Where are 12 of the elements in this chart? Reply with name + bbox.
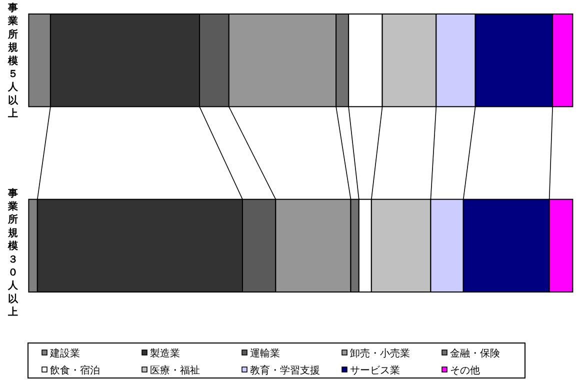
category-label: 事業所規模５人以上 (8, 3, 18, 120)
legend-label: 運輸業 (250, 348, 280, 360)
legend-label: その他 (450, 364, 480, 377)
legend-label: 建設業 (49, 348, 80, 360)
legend-label: 教育・学習支援 (250, 364, 320, 377)
legend-label: 医療・福祉 (150, 364, 200, 377)
legend-label: サービス業 (350, 364, 400, 377)
legend-label: 飲食・宿泊 (50, 364, 100, 377)
legend-label: 金融・保険 (450, 348, 500, 360)
legend-label: 卸売・小売業 (350, 348, 410, 360)
legend-label: 製造業 (150, 348, 180, 360)
category-label: 事業所規模３０人以上 (8, 188, 18, 318)
